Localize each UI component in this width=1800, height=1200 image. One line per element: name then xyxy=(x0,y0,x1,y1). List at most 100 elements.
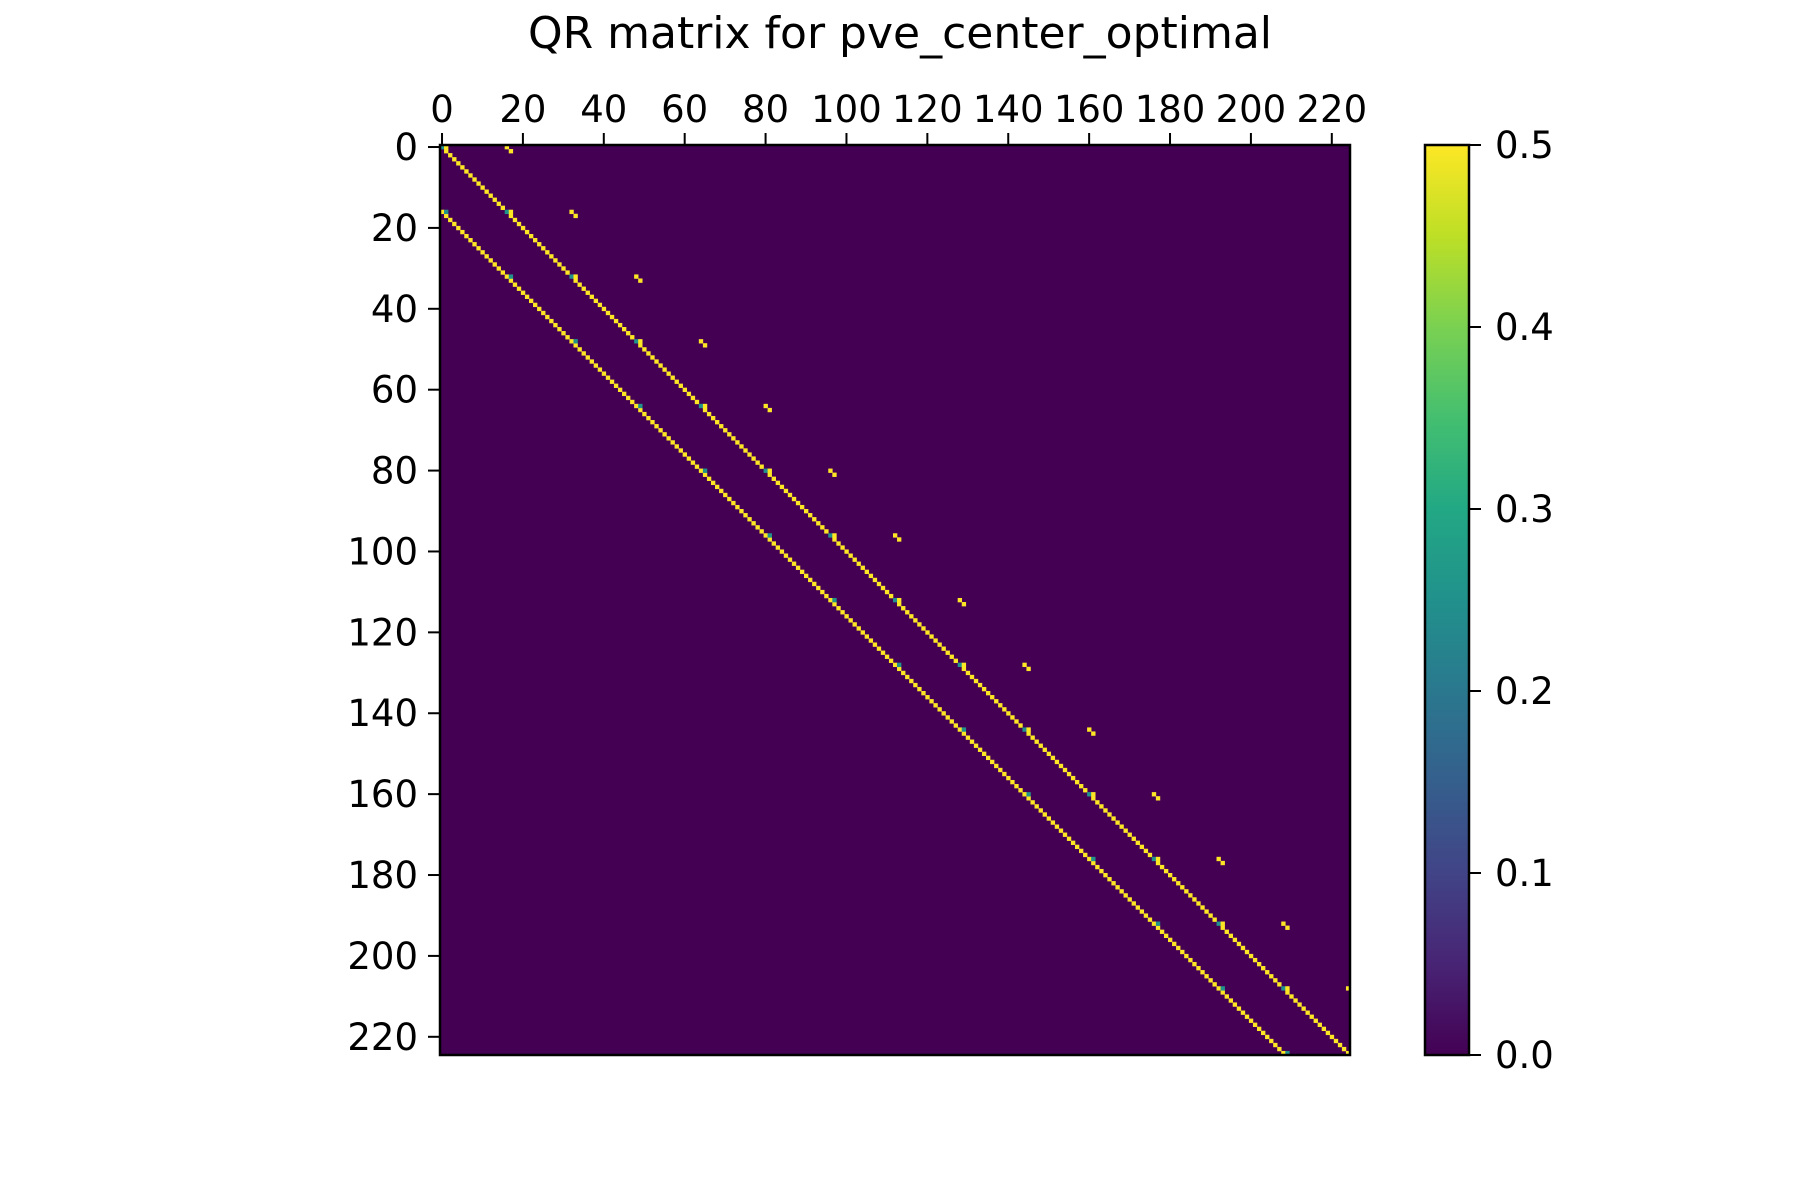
heatmap-cell xyxy=(755,460,760,465)
heatmap-cell xyxy=(949,719,954,724)
heatmap-cell xyxy=(957,662,963,668)
heatmap-cell xyxy=(1034,739,1039,744)
heatmap-cell xyxy=(512,282,518,287)
heatmap-cell xyxy=(1345,986,1351,991)
heatmap-cell xyxy=(573,278,578,283)
heatmap-cell xyxy=(1014,784,1019,789)
heatmap-cell xyxy=(638,407,643,413)
heatmap-cell xyxy=(1115,885,1120,890)
heatmap-cell xyxy=(694,399,700,405)
heatmap-cell xyxy=(799,569,805,575)
heatmap-cell xyxy=(605,310,611,316)
heatmap-cell xyxy=(654,424,659,429)
heatmap-cell xyxy=(969,739,975,744)
heatmap-cell xyxy=(1200,905,1205,910)
heatmap-cell xyxy=(569,274,574,279)
heatmap-cell xyxy=(524,229,530,235)
heatmap-cell xyxy=(553,258,558,263)
heatmap-cell xyxy=(1103,873,1108,878)
heatmap-cell xyxy=(727,432,732,437)
heatmap-cell xyxy=(986,755,991,761)
heatmap-cell xyxy=(1273,978,1278,983)
heatmap-cell xyxy=(440,209,445,215)
heatmap-cell xyxy=(452,221,457,227)
heatmap-cell xyxy=(508,274,514,279)
heatmap-cell xyxy=(1066,836,1072,841)
heatmap-cell xyxy=(715,484,720,490)
heatmap-cell xyxy=(917,622,922,627)
heatmap-cell xyxy=(634,339,639,344)
heatmap-cell xyxy=(1180,885,1185,890)
heatmap-cell xyxy=(617,387,623,393)
colorbar-tick-label: 0.1 xyxy=(1495,852,1554,895)
heatmap-cell xyxy=(731,500,736,506)
heatmap-cell xyxy=(1050,755,1056,761)
heatmap-cell xyxy=(662,367,667,372)
heatmap-cell xyxy=(508,213,514,219)
heatmap-cell xyxy=(937,642,942,647)
heatmap-cell xyxy=(545,314,550,320)
chart-title: QR matrix for pve_center_optimal xyxy=(528,8,1272,59)
heatmap-cell xyxy=(520,290,526,295)
heatmap-cell xyxy=(1091,792,1096,797)
heatmap-cell xyxy=(1216,986,1221,991)
heatmap-cell xyxy=(981,686,987,692)
heatmap-cell xyxy=(1220,986,1225,991)
heatmap-cell xyxy=(1281,986,1286,991)
heatmap-cell xyxy=(986,691,991,696)
heatmap-cell xyxy=(808,513,813,518)
x-axis-ticks: 0 20 40 60 80 100 120 140 160 180 200 220 xyxy=(430,88,1367,145)
heatmap-cell xyxy=(1119,824,1124,829)
heatmap-cell xyxy=(1285,986,1290,991)
heatmap-cell xyxy=(739,444,744,449)
heatmap-cell xyxy=(921,691,926,696)
heatmap-cell xyxy=(476,246,481,251)
heatmap-cell xyxy=(759,464,764,469)
colorbar-ticks: 0.0 0.1 0.2 0.3 0.4 0.5 xyxy=(1469,124,1554,1077)
heatmap-cells xyxy=(440,145,1351,1056)
heatmap-cell xyxy=(573,274,578,279)
x-tick-label: 160 xyxy=(1054,88,1125,131)
heatmap-cell xyxy=(1228,933,1234,939)
heatmap-cell xyxy=(901,670,906,676)
heatmap-cell xyxy=(994,699,999,704)
heatmap-cell xyxy=(1172,941,1177,947)
heatmap-cell xyxy=(1119,889,1124,894)
heatmap-cell xyxy=(852,622,857,627)
heatmap-cell xyxy=(892,597,898,603)
heatmap-cell xyxy=(1103,808,1108,813)
heatmap-cell xyxy=(828,533,833,538)
heatmap-cell xyxy=(973,743,979,748)
heatmap-cell xyxy=(1115,820,1120,825)
heatmap-cell xyxy=(549,318,554,324)
heatmap-cell xyxy=(957,597,963,603)
heatmap-cell xyxy=(735,504,740,510)
heatmap-cell xyxy=(565,270,570,275)
heatmap-cell xyxy=(488,193,493,198)
heatmap-cell xyxy=(1305,1010,1310,1015)
heatmap-cell xyxy=(812,517,817,522)
heatmap-cell xyxy=(666,371,671,376)
heatmap-cell xyxy=(1265,970,1270,975)
heatmap-cell xyxy=(630,335,635,340)
heatmap-cell xyxy=(771,541,776,546)
y-tick-label: 180 xyxy=(347,854,418,897)
heatmap-cell xyxy=(646,351,651,356)
heatmap-cell xyxy=(1002,771,1007,777)
heatmap-cell xyxy=(508,149,514,154)
heatmap-cell xyxy=(1058,763,1064,769)
heatmap-cell xyxy=(1236,941,1242,947)
heatmap-cell xyxy=(844,549,849,554)
heatmap-cell xyxy=(1070,840,1076,845)
heatmap-cell xyxy=(973,678,979,684)
heatmap-cell xyxy=(464,169,469,174)
heatmap-cell xyxy=(949,654,954,659)
heatmap-cell xyxy=(860,565,865,570)
heatmap-cell xyxy=(1099,868,1104,874)
heatmap-cell xyxy=(913,682,918,688)
heatmap-cell xyxy=(1022,662,1027,668)
heatmap-cell xyxy=(1054,824,1060,829)
heatmap-cell xyxy=(1070,775,1076,781)
heatmap-cell xyxy=(589,294,594,299)
